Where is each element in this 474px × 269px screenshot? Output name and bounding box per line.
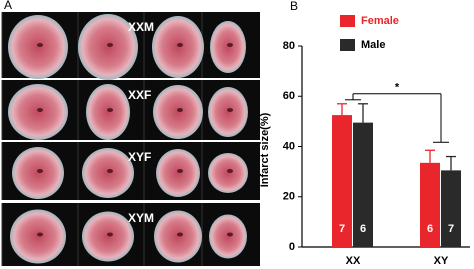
heart-slice [156, 149, 200, 197]
slice-cavity [227, 108, 233, 112]
heart-slice [208, 87, 248, 137]
y-tick-label: 0 [289, 241, 295, 253]
slice-cavity [107, 232, 113, 237]
y-tick-label: 40 [283, 140, 295, 152]
heart-slice [8, 15, 68, 79]
slice-cavity [37, 169, 43, 173]
row-label: XYF [128, 150, 151, 164]
significance: * [395, 82, 400, 94]
slice-cavity [107, 169, 113, 173]
heart-slice [12, 147, 64, 199]
heart-slice [152, 16, 204, 78]
legend-label: Male [361, 39, 385, 51]
bar [353, 122, 373, 247]
sample-size: 7 [448, 223, 454, 235]
row-label: XYM [128, 211, 154, 225]
legend-swatch [340, 15, 355, 27]
photo-panel: A XXM XXF XYF XYM [1, 0, 260, 266]
legend-label: Female [361, 15, 399, 27]
panel-label: A [4, 0, 12, 12]
slice-cavity [227, 169, 233, 173]
heart-slice [153, 85, 203, 139]
heart-slice [209, 214, 247, 259]
heart-slice [82, 148, 134, 198]
heart-slice [208, 153, 248, 193]
y-tick-label: 20 [283, 191, 295, 203]
y-tick-label: 80 [283, 40, 295, 52]
slice-cavity [107, 108, 113, 112]
heart-slice [210, 21, 246, 73]
y-tick-label: 60 [283, 90, 295, 102]
bar [332, 115, 352, 247]
slice-cavity [37, 108, 43, 112]
heart-slice [86, 84, 130, 140]
row-label: XXM [128, 20, 154, 34]
panel-label: B [290, 0, 298, 13]
legend-swatch [340, 39, 355, 51]
slice-cavity [37, 232, 43, 237]
slice-cavity [177, 43, 183, 47]
bar-chart: B Infarct size(%) 0 20 40 60 80 7 6 XX 6 7 XY * Fema… [259, 0, 470, 267]
sample-size: 6 [427, 223, 433, 235]
y-axis-label: Infarct size(%) [259, 112, 271, 187]
heart-slice [78, 14, 138, 80]
x-tick-label: XY [434, 255, 449, 267]
heart-slice [10, 209, 66, 264]
bar [441, 170, 461, 247]
heart-slice [82, 211, 134, 262]
sample-size: 6 [360, 223, 366, 235]
sample-size: 7 [339, 223, 345, 235]
heart-slice [154, 210, 202, 263]
slice-cavity [107, 43, 113, 47]
row-label: XXF [128, 88, 151, 102]
bar [420, 162, 440, 247]
slice-cavity [37, 43, 43, 47]
slice-cavity [177, 232, 183, 237]
heart-slice [8, 84, 68, 140]
slice-cavity [177, 169, 183, 173]
x-tick-label: XX [346, 255, 361, 267]
slice-cavity [177, 108, 183, 112]
slice-cavity [227, 232, 233, 237]
slice-cavity [227, 43, 233, 47]
